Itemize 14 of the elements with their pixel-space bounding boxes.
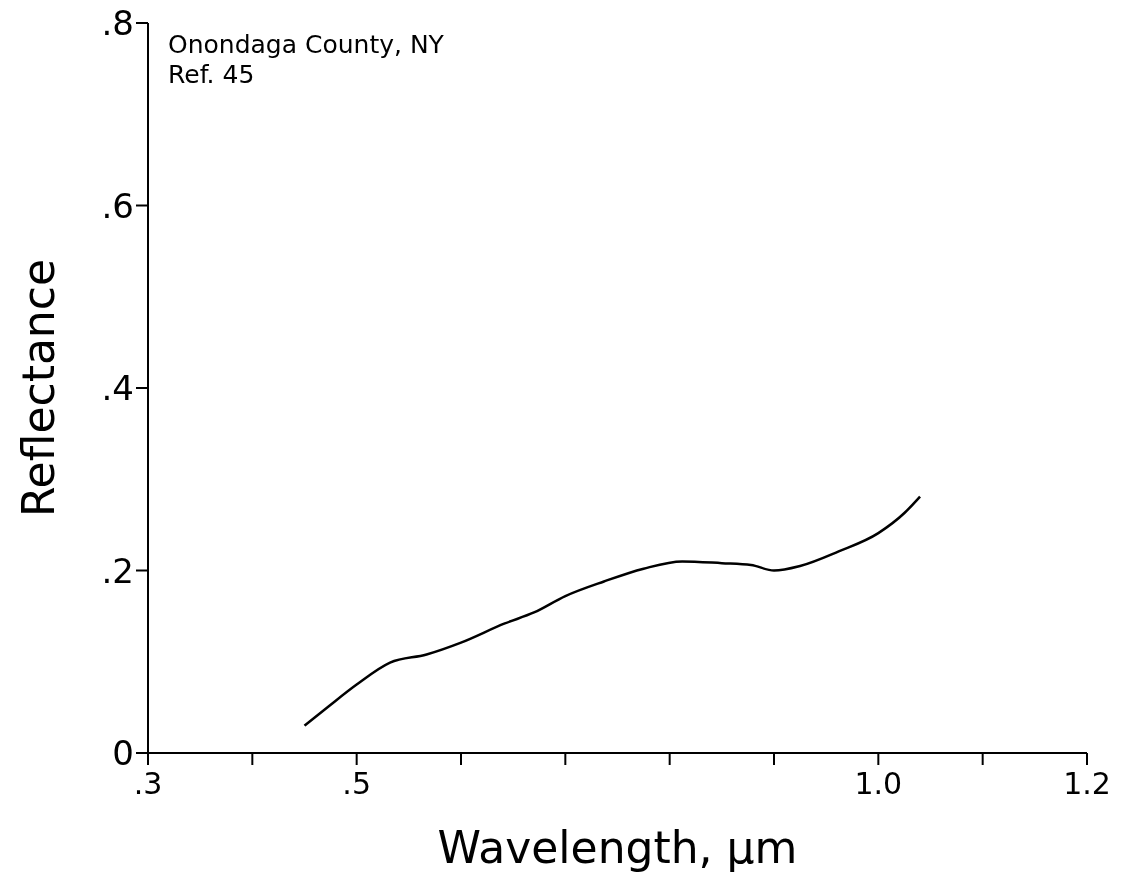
y-tick-label: .4 [101, 368, 134, 409]
x-tick-label: 1.0 [854, 766, 903, 802]
annotation: Ref. 45 [168, 60, 256, 90]
y-axis-title: Reflectance [12, 258, 64, 518]
x-tick-label: .3 [133, 766, 163, 802]
line-series [303, 495, 922, 727]
y-tick-label: .2 [101, 550, 134, 591]
x-tick-label: 1.2 [1063, 766, 1111, 802]
x-axis-title: Wavelength, μm [437, 822, 798, 873]
y-tick-label: .8 [101, 3, 134, 44]
annotation: Onondaga County, NY [168, 30, 444, 60]
y-tick-label: 0 [112, 733, 134, 774]
y-tick-label: .6 [101, 185, 134, 226]
x-tick-label: .5 [342, 766, 371, 802]
